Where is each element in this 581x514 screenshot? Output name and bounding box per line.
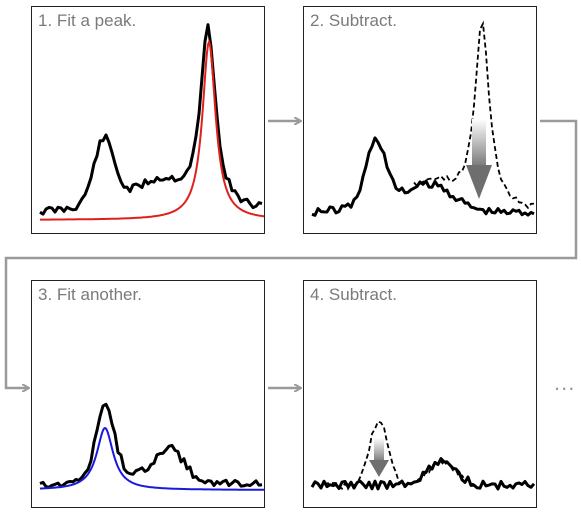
panel-fit-another: 3. Fit another.: [31, 280, 265, 508]
previous-trace-dashed: [323, 420, 475, 491]
original-trace-dashed: [413, 20, 535, 210]
residual-trace: [311, 136, 535, 217]
panel-plot: [311, 20, 535, 217]
red-fit-curve: [40, 39, 264, 221]
panel-title: 2. Subtract.: [310, 11, 397, 30]
continuation-ellipsis: ...: [554, 370, 576, 395]
data-trace: [39, 23, 263, 216]
data-trace: [39, 402, 263, 489]
panel-plot: [310, 420, 536, 491]
panel-subtract-1: 2. Subtract.: [303, 6, 537, 234]
blue-fit-curve: [39, 426, 264, 491]
panel-title: 4. Subtract.: [310, 285, 397, 304]
panel-plot: [39, 23, 264, 221]
panel-subtract-2: 4. Subtract.: [303, 280, 537, 508]
arrow-p2-to-p3: [4, 119, 578, 388]
residual-trace: [310, 457, 536, 491]
panel-title: 3. Fit another.: [38, 285, 142, 304]
panel-title: 1. Fit a peak.: [38, 11, 137, 30]
down-arrow-icon: [466, 119, 492, 199]
panel-fit-peak: 1. Fit a peak.: [31, 6, 265, 234]
down-arrow-icon: [369, 438, 389, 477]
panel-plot: [39, 402, 264, 491]
